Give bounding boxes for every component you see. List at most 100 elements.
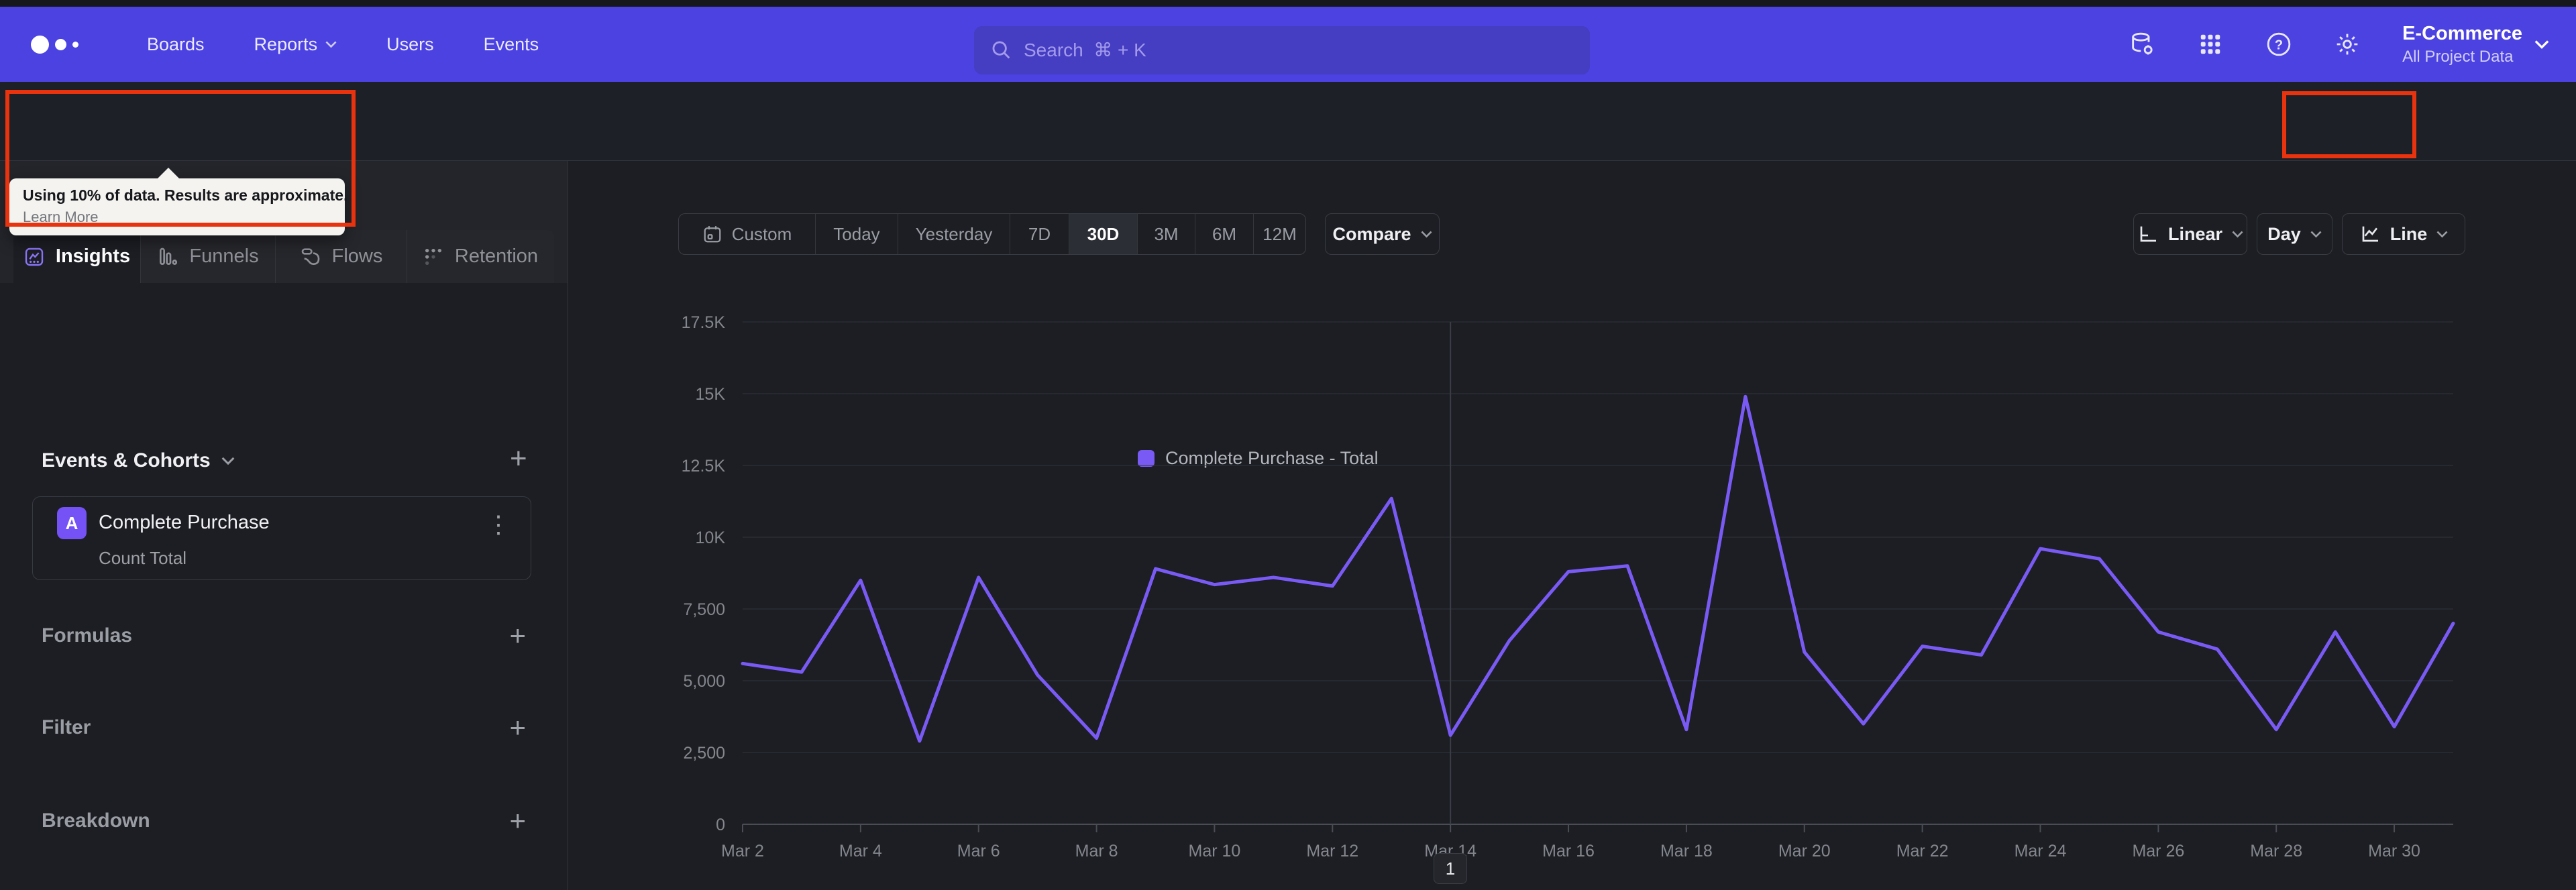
interval-dropdown[interactable]: Day [2257,213,2332,255]
top-nav-bar: Boards Reports Users Events [0,7,2576,82]
nav-link-reports[interactable]: Reports [254,34,337,55]
learn-more-link[interactable]: Learn More [23,209,99,225]
events-cohorts-title: Events & Cohorts [42,449,211,471]
svg-text:7,500: 7,500 [683,600,725,619]
chevron-down-icon [1421,231,1432,238]
chart-panel: Custom Today Yesterday 7D 30D 3M 6M 12M … [568,161,2576,890]
event-metric-selector[interactable]: Count Total [99,548,187,568]
sampling-tooltip: Using 10% of data. Results are approxima… [9,168,348,235]
svg-text:Mar 18: Mar 18 [1660,842,1713,860]
svg-text:12.5K: 12.5K [682,457,726,476]
apps-grid-icon[interactable] [2197,31,2224,58]
tab-label: Insights [55,245,131,267]
formulas-section: Formulas + [42,622,526,650]
event-kebab-menu[interactable]: ⋮ [486,510,511,538]
svg-text:Mar 20: Mar 20 [1778,842,1831,860]
svg-text:Mar 12: Mar 12 [1306,842,1358,860]
add-formula-button[interactable]: + [509,620,526,651]
tooltip-text: Using 10% of data. Results are approxima… [23,186,348,204]
event-letter-badge: A [57,507,87,539]
svg-text:Mar 22: Mar 22 [1896,842,1949,860]
range-custom[interactable]: Custom [679,214,816,254]
filter-section: Filter + [42,714,526,742]
nav-link-users[interactable]: Users [386,34,434,54]
svg-text:15K: 15K [696,385,726,404]
calendar-icon [704,226,721,243]
range-30d[interactable]: 30D [1069,214,1138,254]
tab-insights[interactable]: Insights [13,230,141,283]
add-breakdown-button[interactable]: + [509,805,526,836]
range-yesterday[interactable]: Yesterday [898,214,1010,254]
help-icon[interactable]: ? [2265,31,2292,58]
line-chart-icon [2362,226,2378,242]
project-switcher[interactable]: E-Commerce All Project Data [2402,23,2549,66]
range-today[interactable]: Today [816,214,898,254]
chart-type-dropdown[interactable]: Line [2342,213,2465,255]
svg-text:Mar 28: Mar 28 [2250,842,2302,860]
svg-text:Mar 2: Mar 2 [721,842,764,860]
chevron-down-icon [2436,231,2448,238]
tab-label: Flows [331,245,383,267]
event-row-card[interactable]: A Complete Purchase Count Total ⋮ [32,496,531,580]
svg-text:5,000: 5,000 [683,672,725,691]
svg-text:Mar 26: Mar 26 [2132,842,2184,860]
compare-dropdown[interactable]: Compare [1325,213,1440,255]
svg-text:10K: 10K [696,529,726,547]
tab-funnels[interactable]: Funnels [141,230,276,283]
svg-text:17.5K: 17.5K [682,313,726,332]
tab-retention[interactable]: Retention [407,230,553,283]
add-event-button[interactable]: + [510,442,527,475]
report-header-bar: Untitled Sampled + Add description... ⋯ [0,82,2576,224]
chart-legend[interactable]: Complete Purchase - Total [1138,448,1379,469]
tooltip-arrow [157,168,180,179]
range-12m[interactable]: 12M [1263,223,1297,244]
legend-swatch [1138,450,1155,467]
svg-text:2,500: 2,500 [683,744,725,763]
breakdown-label: Breakdown [42,810,150,832]
insights-icon [25,247,44,266]
tab-label: Retention [454,245,539,267]
filter-label: Filter [42,716,91,738]
linear-axis-icon [2140,226,2156,242]
chart-page-indicator[interactable]: 1 [1434,853,1467,884]
svg-text:Mar 16: Mar 16 [1542,842,1595,860]
breakdown-section: Breakdown + [42,807,526,835]
events-cohorts-header[interactable]: Events & Cohorts [42,449,235,472]
chevron-down-icon [221,457,235,465]
svg-text:Mar 6: Mar 6 [957,842,1000,860]
svg-text:Mar 24: Mar 24 [2015,842,2067,860]
tab-flows[interactable]: Flows [276,230,407,283]
mixpanel-logo-icon[interactable] [31,35,78,54]
range-6m[interactable]: 6M [1195,214,1254,254]
formulas-label: Formulas [42,624,133,647]
nav-link-events[interactable]: Events [483,34,539,54]
add-filter-button[interactable]: + [509,712,526,743]
global-search[interactable] [974,26,1590,74]
search-input[interactable] [1024,40,1574,61]
project-name: E-Commerce [2402,22,2522,44]
flows-icon [301,247,319,265]
event-name[interactable]: Complete Purchase [99,512,270,533]
funnels-icon [160,247,178,265]
chevron-down-icon [2534,40,2549,49]
svg-text:Mar 4: Mar 4 [839,842,882,860]
window-top-strip [0,0,2576,7]
search-icon [992,41,1010,59]
project-scope: All Project Data [2402,47,2514,66]
svg-text:0: 0 [716,816,725,834]
chevron-down-icon [2232,231,2243,238]
chevron-down-icon [325,41,337,48]
svg-text:Mar 30: Mar 30 [2368,842,2420,860]
settings-gear-icon[interactable] [2334,31,2361,58]
svg-text:Mar 8: Mar 8 [1075,842,1118,860]
scale-dropdown[interactable]: Linear [2133,213,2247,255]
line-chart[interactable]: 0 2,500 5,000 7,500 10K 12.5K 15K 17.5K Mar 2 Mar… [568,161,2576,890]
data-management-icon[interactable] [2129,31,2155,58]
report-type-tabs: Insights Funnels Flows [13,230,554,283]
svg-text:Mar 10: Mar 10 [1189,842,1241,860]
range-7d[interactable]: 7D [1010,214,1069,254]
nav-link-boards[interactable]: Boards [147,34,205,54]
range-3m[interactable]: 3M [1138,214,1195,254]
legend-label: Complete Purchase - Total [1165,448,1379,468]
